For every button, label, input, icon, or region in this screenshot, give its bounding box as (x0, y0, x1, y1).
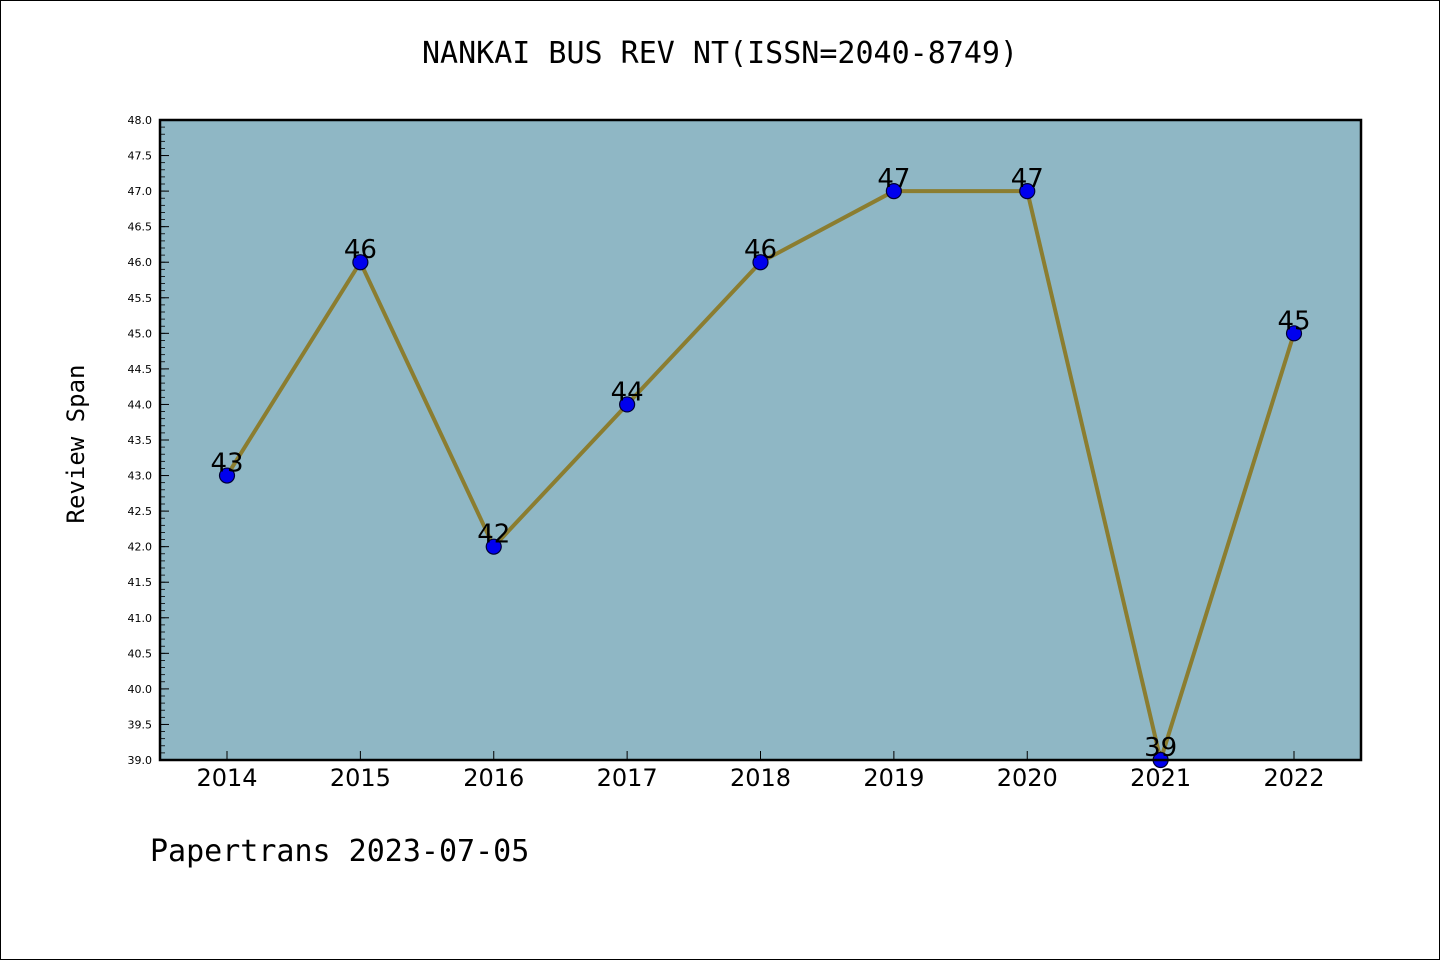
y-tick-label: 39.5 (128, 718, 153, 731)
y-tick-label: 44.0 (128, 398, 153, 411)
x-tick-label: 2020 (997, 764, 1058, 792)
y-tick-label: 44.5 (128, 363, 153, 376)
data-label: 42 (477, 520, 510, 550)
data-label: 44 (611, 377, 644, 407)
x-axis-ticks: 2014 2015 2016 2017 2018 2019 2020 2021 2022 (196, 751, 1325, 792)
data-label: 47 (1011, 164, 1044, 194)
chart-title: NANKAI BUS REV NT(ISSN=2040-8749) (421, 36, 1019, 71)
y-tick-label: 43.0 (128, 470, 153, 483)
data-point (752, 254, 769, 271)
y-tick-label: 40.5 (128, 647, 153, 660)
y-tick-label: 47.5 (128, 150, 153, 163)
plot-area (160, 120, 1361, 760)
series-markers (218, 183, 1303, 769)
data-point (885, 183, 902, 200)
x-tick-label: 2017 (597, 764, 658, 792)
data-labels: 43 46 42 44 46 47 47 39 45 (210, 164, 1310, 763)
y-tick-label: 45.5 (128, 292, 153, 305)
y-tick-label: 47.0 (128, 185, 153, 198)
data-point (1019, 183, 1036, 200)
data-point (218, 467, 236, 484)
y-tick-label: 48.0 (128, 114, 153, 127)
x-tick-label: 2014 (196, 764, 257, 792)
footer-credit: Papertrans 2023-07-05 (150, 834, 530, 869)
x-tick-label: 2015 (330, 764, 391, 792)
y-tick-label: 43.5 (128, 434, 153, 447)
y-tick-label: 42.5 (128, 505, 153, 518)
y-tick-label: 39.0 (128, 754, 153, 767)
x-tick-label: 2019 (863, 764, 924, 792)
data-label: 47 (877, 164, 910, 194)
data-point (619, 396, 636, 413)
data-point (352, 254, 369, 271)
data-label: 45 (1277, 306, 1310, 336)
data-point (1285, 325, 1303, 342)
y-tick-label: 40.0 (128, 683, 153, 696)
x-tick-label: 2016 (463, 764, 524, 792)
y-tick-label: 45.0 (128, 327, 153, 340)
y-tick-label: 42.0 (128, 541, 153, 554)
data-label: 43 (210, 449, 243, 479)
x-tick-label: 2022 (1263, 764, 1324, 792)
data-label: 46 (344, 235, 377, 265)
y-tick-label: 46.0 (128, 256, 153, 269)
x-tick-label: 2018 (730, 764, 791, 792)
data-label: 39 (1144, 733, 1177, 763)
plot-border (158, 118, 1363, 762)
y-tick-label: 41.0 (128, 612, 153, 625)
y-tick-label: 46.5 (128, 221, 153, 234)
x-tick-label: 2021 (1130, 764, 1191, 792)
y-axis-ticks: 39.0 39.5 40.0 40.5 41.0 41.5 42.0 42.5 43.0 43.5… (128, 114, 169, 767)
data-point (485, 538, 502, 555)
y-tick-label: 41.5 (128, 576, 153, 589)
data-label: 46 (744, 235, 777, 265)
